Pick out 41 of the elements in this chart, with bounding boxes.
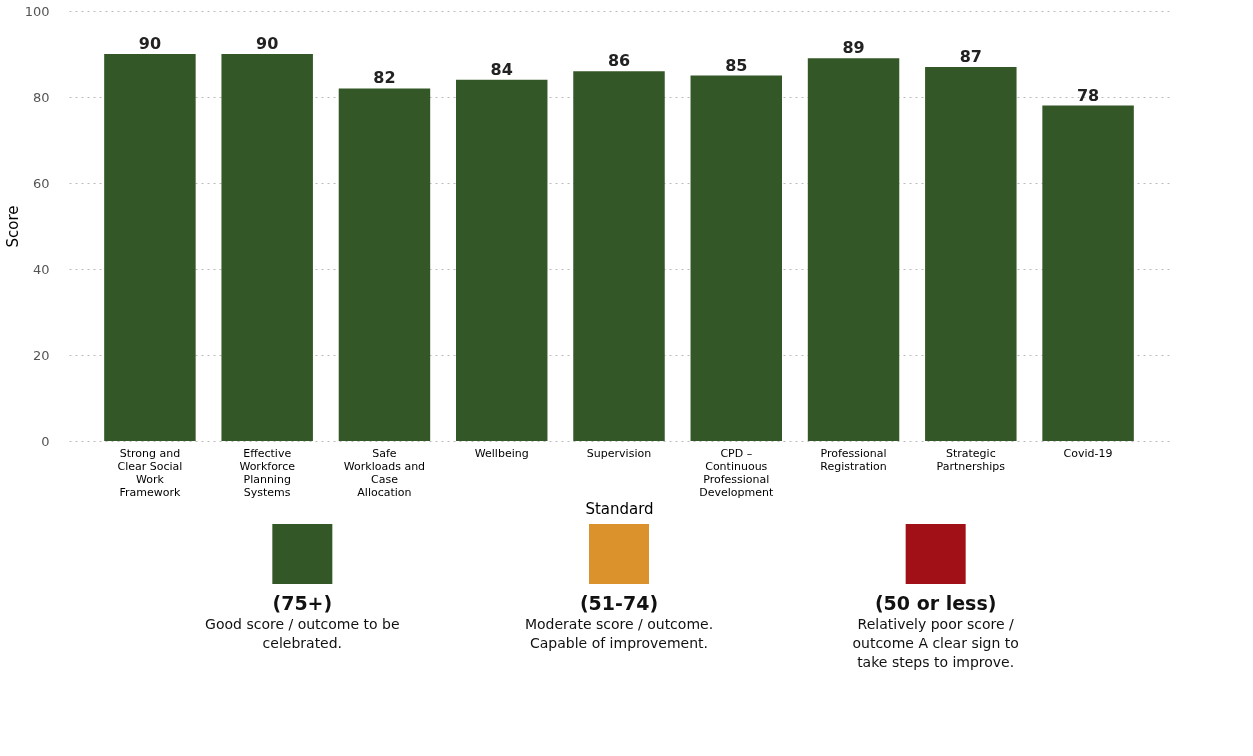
data-label: 84: [490, 59, 513, 79]
bar: [573, 71, 665, 441]
bar: [807, 58, 900, 441]
y-tick-label: 20: [32, 347, 50, 363]
data-label: 87: [959, 46, 982, 66]
x-tick-label: Wellbeing: [474, 446, 529, 460]
x-tick-label: Professional Registration: [820, 446, 887, 473]
y-tick-label: 60: [32, 175, 50, 191]
text: (75+): [272, 592, 333, 614]
x-tick-label: Safe Workloads and Case Allocation: [343, 446, 426, 499]
y-tick-label: 40: [32, 261, 50, 277]
data-label: 78: [1076, 85, 1100, 105]
data-label: 85: [725, 55, 748, 75]
x-tick-label: Strategic Partnerships: [936, 446, 1006, 473]
text: (51-74): [579, 592, 659, 614]
x-tick-label: Effective Workforce Planning Systems: [239, 446, 296, 499]
y-tick-label: 80: [32, 89, 50, 105]
x-axis-title: Standard: [585, 499, 654, 518]
bar: [1042, 105, 1134, 441]
bar: [338, 88, 431, 441]
bar: [455, 79, 548, 441]
x-tick-label: Supervision: [586, 446, 652, 460]
data-label: 82: [373, 68, 396, 88]
text: Moderate score / outcome. Capable of improvement.: [524, 616, 714, 651]
y-tick-label: 0: [41, 433, 50, 449]
data-label: 86: [607, 51, 631, 71]
bar: [221, 54, 313, 441]
bar: [925, 66, 1017, 441]
bar: [104, 54, 196, 441]
y-tick-label: 100: [24, 3, 50, 19]
x-tick-label: Strong and Clear Social Work Framework: [117, 446, 183, 499]
x-tick-label: Covid-19: [1063, 446, 1113, 460]
text: Good score / outcome to be celebrated.: [205, 616, 400, 651]
x-tick-label: CPD – Continuous Professional Development: [699, 446, 774, 499]
text: (50 or less): [874, 592, 997, 614]
data-label: 89: [842, 38, 865, 58]
bar: [690, 75, 783, 441]
y-axis-title: Score: [3, 205, 22, 248]
data-label: 90: [256, 34, 279, 53]
text: Relatively poor score / outcome A clear sign to take steps to improve.: [852, 616, 1019, 670]
data-label: 90: [138, 34, 162, 53]
